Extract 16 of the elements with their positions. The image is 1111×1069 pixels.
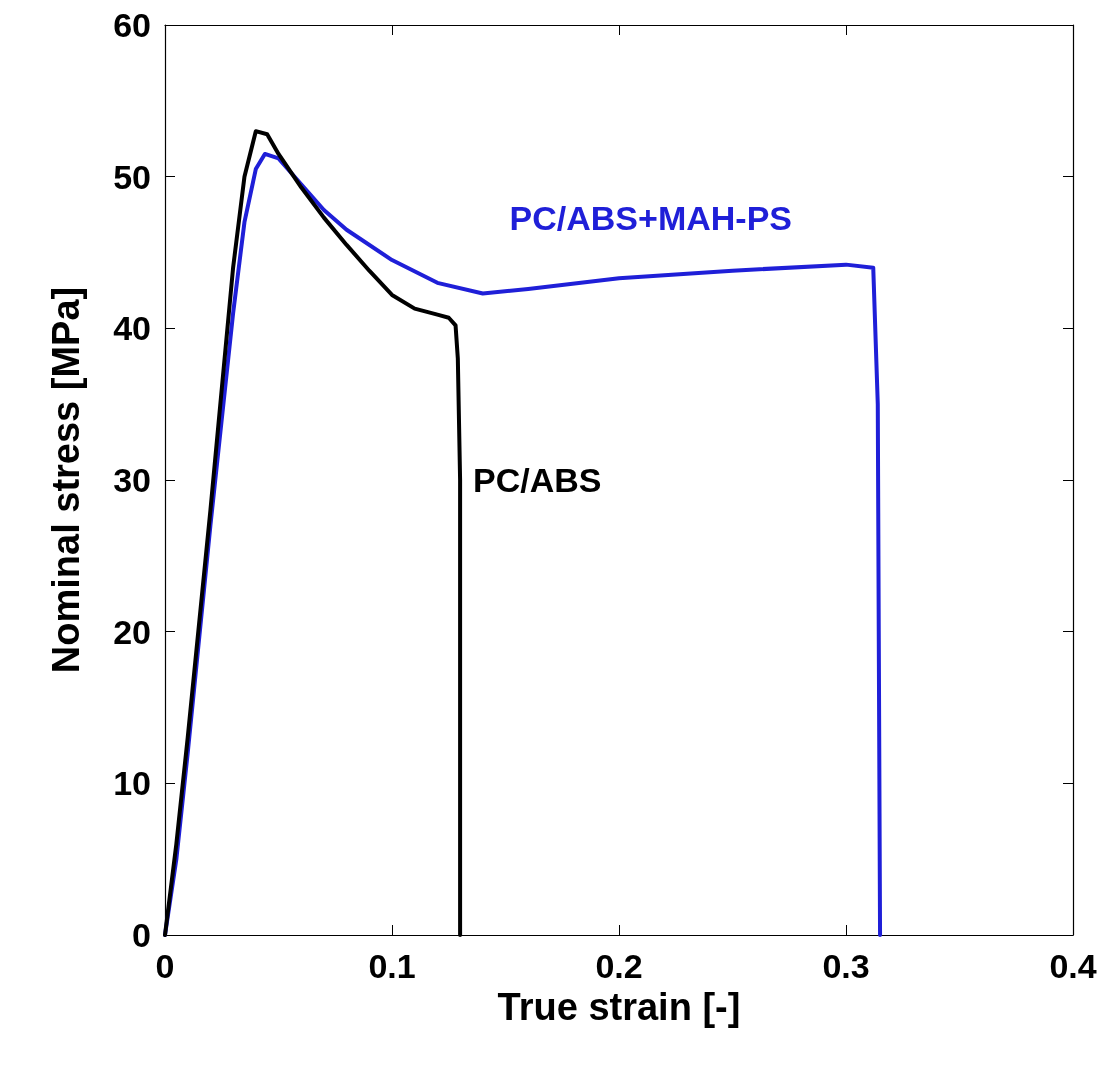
y-tick-label: 50 xyxy=(113,157,151,196)
y-tick-label: 60 xyxy=(113,6,151,44)
series-label: PC/ABS xyxy=(473,461,602,499)
y-tick-label: 0 xyxy=(132,916,151,954)
x-tick-label: 0.4 xyxy=(1049,947,1097,985)
y-axis-title: Nominal stress [MPa] xyxy=(45,286,87,674)
y-tick-label: 40 xyxy=(113,309,151,348)
x-tick-label: 0.3 xyxy=(822,947,870,985)
y-tick-label: 10 xyxy=(113,764,151,803)
y-tick-label: 30 xyxy=(113,461,151,499)
y-tick-label: 20 xyxy=(113,612,151,651)
series-label: PC/ABS+MAH-PS xyxy=(509,198,792,237)
x-tick-label: 0 xyxy=(155,947,175,985)
x-tick-label: 0.2 xyxy=(595,947,643,985)
x-axis-title: True strain [-] xyxy=(497,985,741,1028)
x-tick-label: 0.1 xyxy=(368,947,416,985)
